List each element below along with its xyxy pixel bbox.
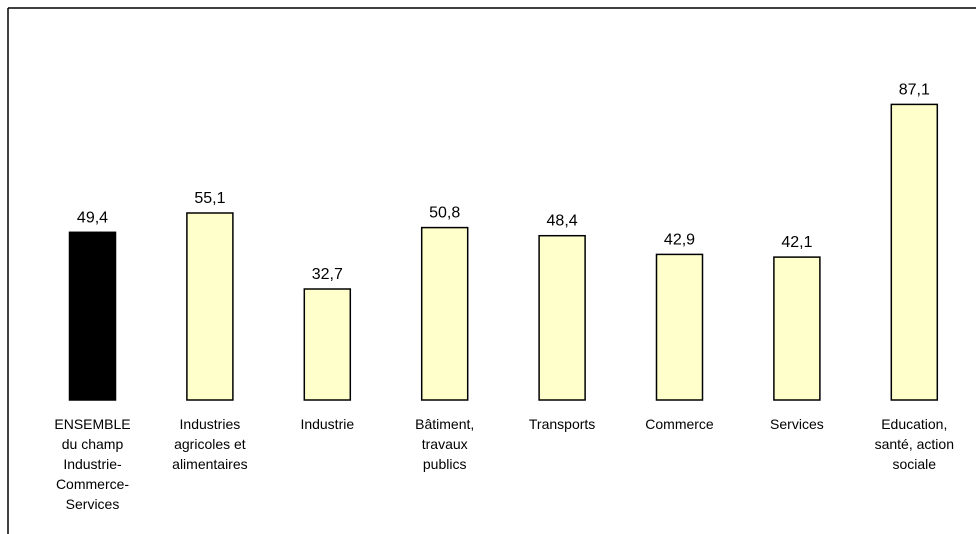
bar-6: [773, 256, 821, 401]
category-label-3-line-0: Bâtiment,: [415, 416, 474, 432]
category-label-0-line-0: ENSEMBLE: [54, 416, 130, 432]
bar-group: [68, 103, 939, 401]
value-label-3: 50,8: [429, 205, 460, 222]
bar-3: [420, 226, 469, 401]
bar-2: [303, 288, 352, 401]
category-label-0-line-1: du champ: [62, 436, 124, 452]
category-label-1-line-0: Industries: [180, 416, 241, 432]
category-label-7-line-0: Education,: [881, 416, 947, 432]
category-label-1-line-2: alimentaires: [172, 456, 247, 472]
category-label-3: Bâtiment, travaux publics: [415, 416, 474, 472]
category-label-1-line-1: agricoles et: [174, 436, 246, 452]
value-label-0: 49,4: [77, 209, 108, 226]
category-label-0-line-2: Industrie-: [63, 456, 122, 472]
bar-5: [655, 253, 704, 401]
bar-0: [68, 231, 117, 401]
category-label-3-line-1: travaux: [422, 436, 468, 452]
value-label-group: 49,4 55,1 32,7 50,8 48,4 42,9 42,1 87,1: [77, 81, 930, 283]
category-label-0-line-4: Services: [66, 496, 120, 512]
category-label-5-line-0: Commerce: [645, 416, 714, 432]
category-label-7-line-2: sociale: [893, 456, 937, 472]
category-label-4-line-0: Transports: [529, 416, 595, 432]
category-label-4: Transports: [529, 416, 595, 432]
category-label-7-line-1: santé, action: [875, 436, 954, 452]
value-label-1: 55,1: [194, 190, 225, 207]
category-label-3-line-2: publics: [423, 456, 467, 472]
value-label-2: 32,7: [312, 266, 343, 283]
category-label-0-line-3: Commerce-: [56, 476, 129, 492]
category-label-6: Services: [770, 416, 824, 432]
value-label-4: 48,4: [547, 213, 578, 230]
value-label-5: 42,9: [664, 231, 695, 248]
bar-7: [890, 103, 939, 401]
category-label-2-line-0: Industrie: [300, 416, 354, 432]
category-label-0: ENSEMBLE du champ Industrie- Commerce- Servi…: [54, 416, 130, 512]
category-label-7: Education, santé, action sociale: [875, 416, 954, 472]
category-label-6-line-0: Services: [770, 416, 824, 432]
category-label-2: Industrie: [300, 416, 354, 432]
category-label-group: ENSEMBLE du champ Industrie- Commerce- Servi…: [54, 416, 954, 512]
bar-4: [538, 234, 586, 401]
bar-1: [186, 212, 234, 401]
category-label-1: Industries agricoles et alimentaires: [172, 416, 247, 472]
value-label-6: 42,1: [781, 234, 812, 251]
category-label-5: Commerce: [645, 416, 714, 432]
value-label-7: 87,1: [899, 81, 930, 98]
